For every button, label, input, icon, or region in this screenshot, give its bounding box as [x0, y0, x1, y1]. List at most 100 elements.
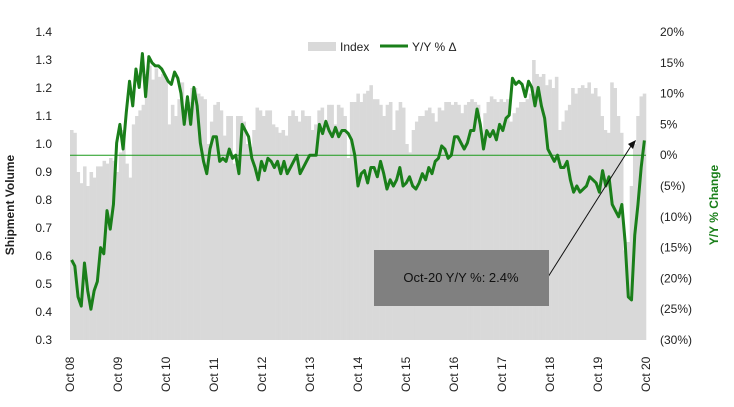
index-bar: [411, 130, 416, 340]
index-bar: [512, 113, 517, 340]
yoy-change-line: [70, 52, 646, 311]
index-bar: [551, 88, 556, 340]
left-axis-title: Shipment Volume: [3, 154, 17, 255]
annotation-arrow-line: [547, 145, 632, 278]
index-bar: [112, 160, 116, 340]
left-tick-label: 0.9: [35, 165, 52, 179]
left-tick-label: 0.6: [35, 249, 52, 263]
index-bar: [519, 102, 523, 340]
index-bar: [437, 107, 442, 340]
index-bar: [148, 65, 152, 340]
index-bar: [118, 152, 123, 340]
x-tick-label: Oct 08: [63, 356, 77, 392]
index-bar: [642, 93, 647, 340]
index-bar: [616, 116, 621, 340]
index-bar: [493, 99, 497, 340]
index-bar: [258, 110, 263, 341]
index-bar: [294, 116, 299, 340]
index-bar: [336, 104, 341, 340]
index-bar: [262, 116, 266, 340]
left-tick-label: 0.3: [35, 333, 52, 347]
index-bar: [288, 116, 292, 340]
index-bar: [284, 135, 289, 340]
index-bar: [275, 127, 279, 340]
index-bar: [245, 144, 250, 340]
index-bar: [349, 102, 354, 340]
left-tick-label: 0.4: [35, 305, 52, 319]
index-bar: [545, 85, 549, 340]
index-bar: [593, 88, 598, 340]
index-bar: [606, 132, 611, 340]
left-tick-label: 1.0: [35, 137, 52, 151]
right-tick-label: (15%): [660, 241, 692, 255]
index-bar: [131, 124, 136, 341]
index-bar: [190, 88, 194, 340]
index-bar: [314, 124, 318, 341]
index-bar: [532, 60, 536, 340]
index-bar: [307, 116, 312, 340]
x-tick-label: Oct 16: [447, 356, 461, 392]
x-tick-label: Oct 18: [543, 356, 557, 392]
x-tick-label: Oct 20: [639, 356, 653, 392]
index-bar: [83, 166, 87, 340]
index-bar: [414, 121, 419, 340]
index-bar: [151, 79, 155, 340]
index-bar: [353, 102, 357, 340]
index-bar: [242, 121, 247, 340]
left-tick-label: 1.3: [35, 53, 52, 67]
legend-swatch-index: [308, 42, 336, 51]
index-bar: [141, 104, 146, 340]
index-bar: [636, 116, 640, 340]
right-tick-label: (20%): [660, 271, 692, 285]
index-bar: [427, 107, 432, 340]
legend: Index Y/Y % Δ: [308, 40, 456, 54]
index-bars: [70, 60, 647, 341]
index-bar: [447, 102, 452, 340]
index-bar: [525, 99, 530, 340]
index-bar: [248, 146, 253, 340]
index-bar: [327, 104, 331, 340]
index-bar: [317, 110, 321, 341]
index-bar: [109, 158, 113, 340]
index-bar: [203, 99, 207, 340]
x-tick-label: Oct 14: [351, 356, 365, 392]
index-bar: [385, 104, 390, 340]
left-tick-label: 1.1: [35, 109, 52, 123]
index-bar: [235, 116, 240, 340]
left-tick-label: 0.7: [35, 221, 52, 235]
index-bar: [398, 102, 403, 340]
left-tick-label: 0.5: [35, 277, 52, 291]
index-bar: [304, 116, 308, 340]
x-tick-label: Oct 13: [303, 356, 317, 392]
index-bar: [392, 130, 396, 340]
index-bar: [232, 163, 237, 340]
index-bar: [323, 127, 328, 340]
index-bar: [320, 107, 325, 340]
index-bar: [346, 158, 351, 340]
index-bar: [590, 93, 595, 340]
index-bar: [463, 104, 468, 340]
index-bar: [161, 74, 165, 340]
index-bar: [183, 110, 188, 341]
index-bar: [330, 104, 334, 340]
index-bar: [265, 110, 269, 341]
index-bar: [515, 107, 520, 340]
x-tick-label: Oct 19: [591, 356, 605, 392]
x-tick-label: Oct 10: [159, 356, 173, 392]
index-bar: [489, 96, 494, 341]
index-bar: [535, 74, 539, 340]
index-bar: [92, 177, 97, 340]
index-bar: [597, 96, 601, 341]
index-bar: [180, 82, 185, 341]
index-bar: [206, 144, 211, 340]
index-bar: [401, 107, 406, 340]
annotation-box: [374, 250, 549, 306]
index-bar: [281, 130, 286, 340]
index-bar: [584, 88, 588, 340]
legend-label-yoy: Y/Y % Δ: [412, 40, 456, 54]
index-bar: [610, 82, 614, 341]
index-bar: [73, 132, 77, 340]
index-bar: [297, 121, 302, 340]
right-tick-label: 15%: [660, 56, 684, 70]
